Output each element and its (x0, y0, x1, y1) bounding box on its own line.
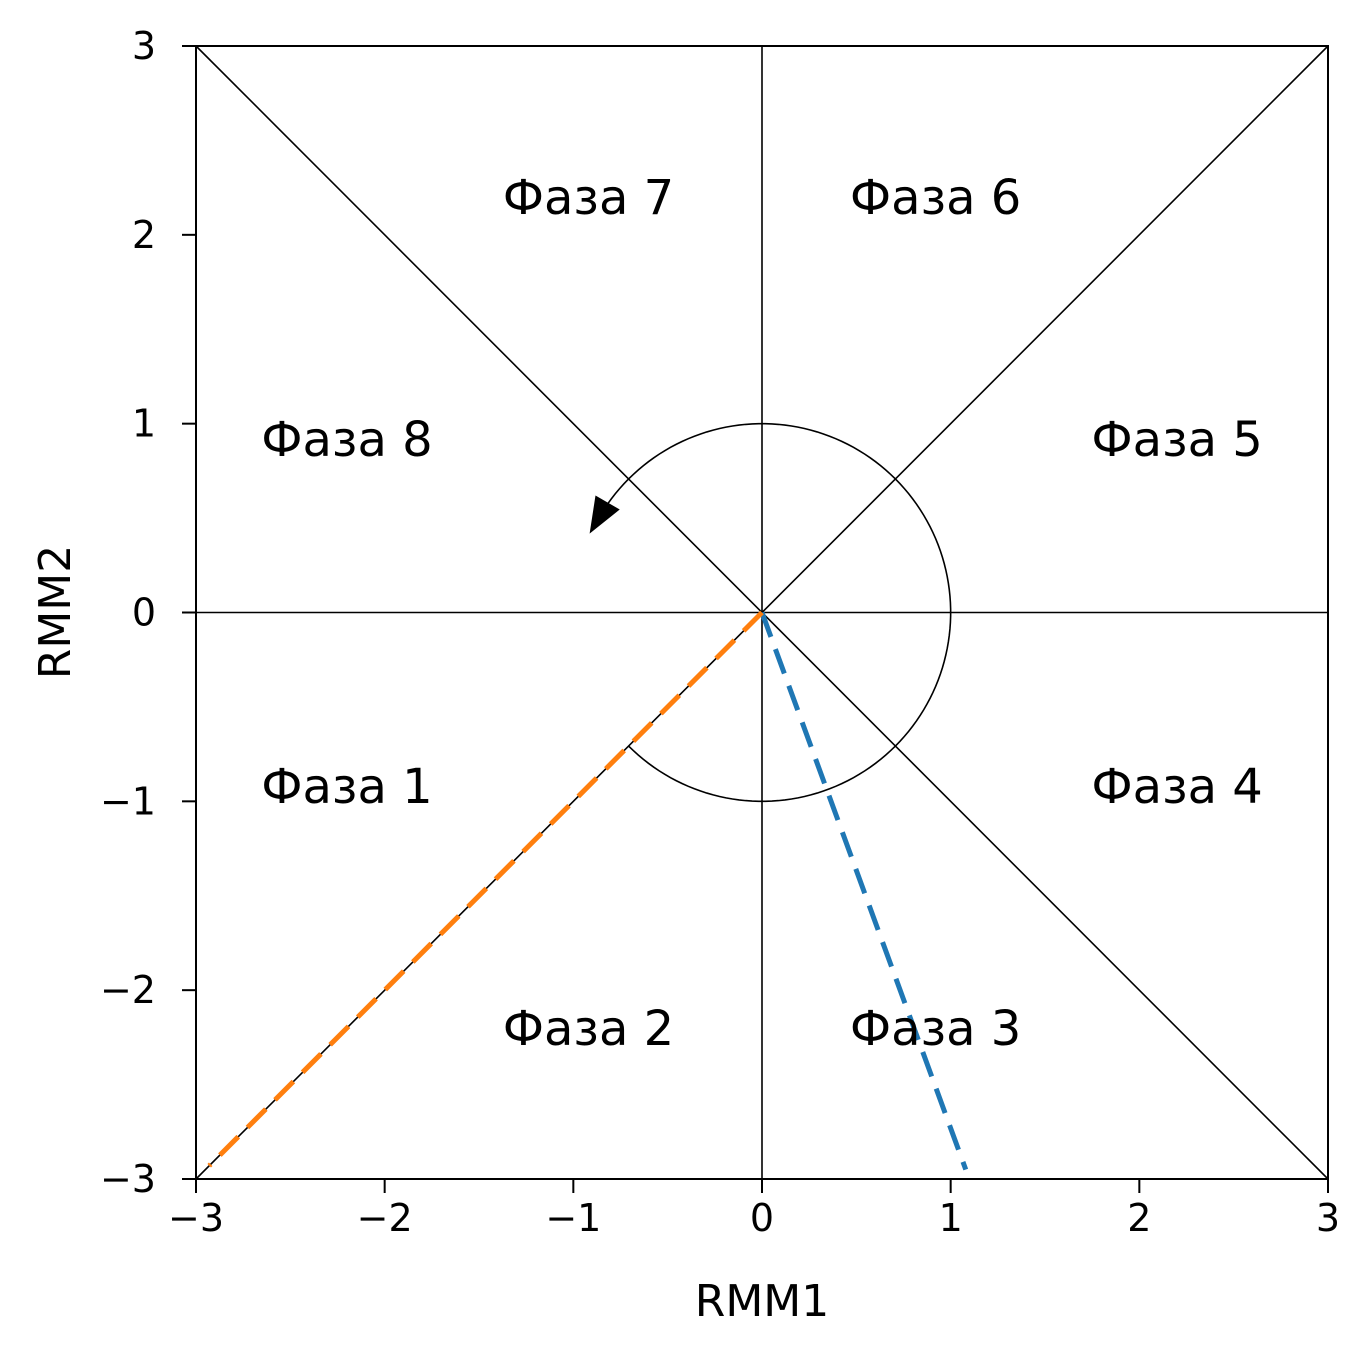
x-tick-label: 3 (1316, 1196, 1340, 1240)
phase-label-3: Фаза 3 (850, 1001, 1021, 1057)
axis-ticks: −3 −2 −1 0 1 2 3 −3 −2 −1 0 1 2 3 (100, 24, 1340, 1240)
unit-circle-group (589, 422, 952, 803)
phase-label-5: Фаза 5 (1091, 412, 1262, 468)
y-tick-label: 3 (132, 24, 156, 68)
y-tick-label: −1 (100, 779, 156, 823)
phase-label-1: Фаза 1 (261, 759, 432, 815)
x-tick-label: 2 (1127, 1196, 1151, 1240)
x-tick-label: −1 (545, 1196, 601, 1240)
y-tick-label: 2 (132, 213, 156, 257)
phase-label-7: Фаза 7 (503, 170, 674, 226)
series-line-2 (207, 610, 764, 1168)
phase-label-8: Фаза 8 (261, 412, 432, 468)
y-tick-label: −2 (100, 968, 156, 1012)
y-axis-label: RMM2 (30, 545, 81, 680)
phase-label-4: Фаза 4 (1091, 759, 1262, 815)
direction-arrow-head (589, 495, 620, 534)
y-tick-label: 0 (132, 591, 156, 635)
y-tick-label: −3 (100, 1157, 156, 1201)
x-tick-label: −3 (168, 1196, 224, 1240)
phase-labels: Фаза 1 Фаза 2 Фаза 3 Фаза 4 Фаза 5 Фаза 6 Фаза… (261, 170, 1263, 1057)
x-tick-label: 0 (750, 1196, 774, 1240)
x-tick-label: −2 (357, 1196, 413, 1240)
unit-circle-arc (599, 422, 952, 803)
y-tick-label: 1 (132, 402, 156, 446)
phase-label-2: Фаза 2 (503, 1001, 674, 1057)
x-axis-label: RMM1 (695, 1276, 830, 1327)
data-series (207, 610, 969, 1171)
x-tick-label: 1 (939, 1196, 963, 1240)
phase-label-6: Фаза 6 (850, 170, 1021, 226)
series-line-1 (759, 611, 969, 1171)
